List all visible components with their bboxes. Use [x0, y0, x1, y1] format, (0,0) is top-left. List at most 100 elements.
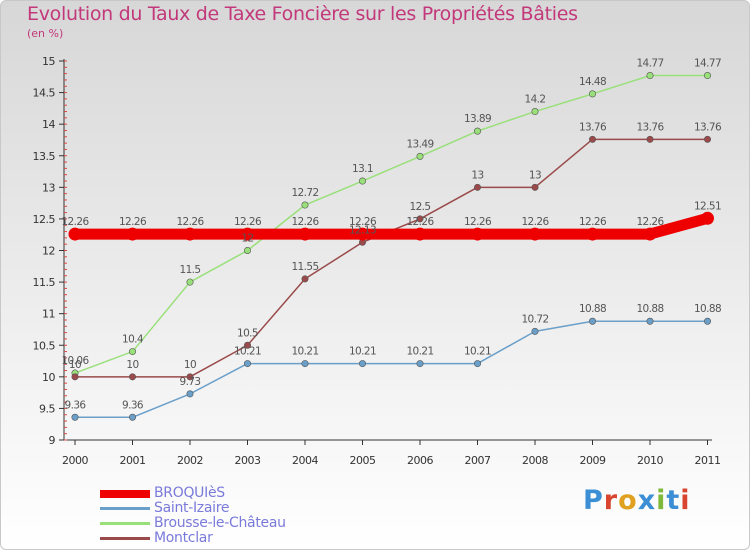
series-point-2 — [244, 247, 252, 255]
data-label-3: 12.13 — [349, 224, 376, 236]
data-label-2: 13.89 — [464, 113, 491, 125]
data-label-2: 11.5 — [180, 264, 201, 276]
y-tick-label: 11 — [42, 308, 55, 321]
y-tick-label: 9 — [49, 434, 56, 447]
y-tick-label: 9.5 — [39, 402, 55, 415]
series-point-2 — [186, 278, 194, 286]
data-label-0: 12.26 — [406, 216, 434, 228]
series-point-3 — [301, 275, 309, 283]
series-point-2 — [531, 108, 539, 116]
series-point-3 — [646, 135, 654, 143]
data-label-3: 10 — [69, 359, 81, 371]
data-label-0: 12.26 — [464, 216, 492, 228]
data-label-2: 14.2 — [525, 94, 546, 106]
data-label-3: 13.76 — [694, 121, 722, 133]
data-label-0: 12.26 — [349, 216, 377, 228]
series-point-0 — [68, 227, 82, 241]
series-point-0 — [643, 227, 657, 241]
legend-label: Saint-Izaire — [154, 500, 230, 516]
series-point-2 — [473, 127, 481, 135]
x-tick-label: 2006 — [407, 454, 433, 467]
data-label-1: 10.21 — [291, 346, 318, 358]
series-point-1 — [531, 327, 539, 335]
legend-label: BROQUIèS — [154, 485, 225, 501]
series-line-1 — [74, 320, 709, 419]
series-point-2 — [129, 348, 137, 356]
series-point-0 — [471, 227, 484, 241]
y-tick-label: 10.5 — [33, 339, 56, 352]
y-tick-label: 14 — [42, 118, 55, 131]
logo-letter: r — [603, 485, 619, 516]
logo-letter: i — [680, 485, 691, 516]
data-label-2: 14.77 — [636, 58, 663, 70]
series-point-0 — [356, 227, 369, 241]
data-label-1: 10.21 — [349, 346, 376, 358]
data-label-1: 10.88 — [579, 303, 606, 315]
data-label-2: 10.4 — [122, 334, 144, 346]
data-label-3: 10.5 — [237, 327, 258, 339]
data-label-3: 10 — [184, 359, 196, 371]
series-point-2 — [646, 72, 654, 80]
data-label-0: 12.26 — [176, 216, 204, 228]
data-label-1: 10.88 — [636, 303, 663, 315]
data-label-3: 13.76 — [636, 121, 664, 133]
data-label-0: 12.26 — [291, 216, 319, 228]
x-tick-label: 2010 — [637, 454, 663, 467]
data-label-0: 12.26 — [636, 216, 664, 228]
legend-swatch — [100, 537, 150, 540]
series-point-0 — [413, 227, 427, 241]
series-point-2 — [703, 72, 711, 80]
series-line-2 — [74, 74, 709, 374]
series-point-2 — [416, 152, 424, 160]
data-label-0: 12.26 — [234, 216, 262, 228]
series-point-3 — [244, 341, 252, 349]
series-point-3 — [71, 373, 79, 381]
data-label-2: 14.48 — [579, 76, 606, 88]
series-point-0 — [586, 227, 599, 241]
series-point-3 — [186, 373, 194, 381]
series-point-0 — [241, 227, 254, 241]
data-label-0: 12.26 — [521, 216, 549, 228]
series-point-1 — [473, 360, 481, 368]
series-point-1 — [129, 413, 137, 421]
series-point-1 — [244, 360, 252, 368]
series-point-2 — [588, 90, 596, 98]
data-label-0: 12.51 — [694, 200, 721, 212]
data-label-0: 12.26 — [61, 216, 89, 228]
series-point-1 — [186, 390, 194, 398]
x-tick-label: 2011 — [695, 454, 721, 467]
data-label-1: 10.88 — [694, 303, 721, 315]
data-label-3: 12.5 — [410, 201, 431, 213]
y-tick-label: 13.5 — [33, 150, 56, 163]
proxiti-logo: Proxiti — [583, 485, 691, 516]
data-label-1: 10.21 — [464, 346, 491, 358]
data-label-3: 13 — [529, 169, 541, 181]
x-tick-label: 2000 — [62, 454, 88, 467]
logo-letter: x — [637, 485, 657, 516]
legend-swatch — [100, 490, 150, 498]
series-point-0 — [701, 211, 714, 225]
data-label-3: 10 — [126, 359, 138, 371]
series-point-1 — [301, 360, 309, 368]
series-point-0 — [298, 227, 312, 241]
series-line-0 — [69, 212, 713, 240]
data-label-1: 10.72 — [521, 313, 548, 325]
series-point-3 — [531, 183, 539, 191]
y-tick-label: 13 — [42, 181, 55, 194]
x-tick-label: 2009 — [580, 454, 606, 467]
data-label-0: 12.26 — [119, 216, 147, 228]
series-point-0 — [126, 227, 139, 241]
y-tick-label: 12 — [42, 245, 55, 258]
data-label-3: 11.55 — [291, 261, 318, 273]
data-label-1: 9.73 — [180, 376, 201, 388]
series-point-0 — [183, 227, 197, 241]
chart-unit-label: (en %) — [27, 27, 64, 40]
series-point-1 — [588, 317, 596, 325]
series-point-3 — [473, 183, 481, 191]
data-label-1: 9.36 — [65, 399, 87, 411]
data-label-2: 10.06 — [61, 355, 89, 367]
data-label-1: 10.21 — [234, 346, 261, 358]
data-label-1: 10.21 — [406, 346, 433, 358]
data-label-2: 12 — [241, 233, 253, 245]
